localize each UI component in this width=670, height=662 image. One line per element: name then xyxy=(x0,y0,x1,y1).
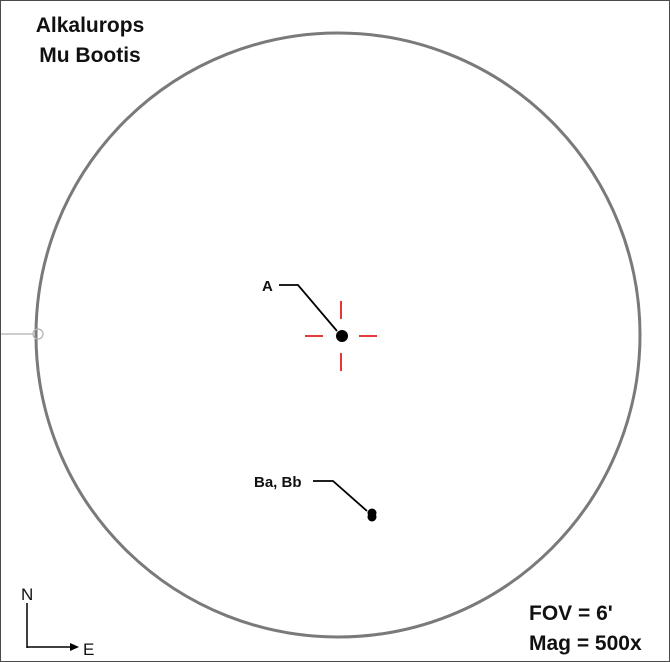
star-b-label: Ba, Bb xyxy=(254,474,302,491)
star-name: Alkalurops xyxy=(35,14,145,37)
compass: N E xyxy=(21,585,94,659)
compass-east-arrowhead xyxy=(70,643,79,651)
magnification-text: Mag = 500x xyxy=(529,632,642,655)
star-ba-bb xyxy=(367,508,377,522)
star-a xyxy=(336,330,348,342)
star-b-leader-line xyxy=(313,480,368,512)
compass-east-label: E xyxy=(83,640,94,659)
star-a-leader-line xyxy=(279,284,338,332)
fov-text: FOV = 6' xyxy=(529,602,613,625)
star-designation: Mu Bootis xyxy=(39,44,141,67)
compass-north-label: N xyxy=(21,585,33,604)
field-of-view-circle xyxy=(34,31,642,639)
chart-title: Alkalurops Mu Bootis xyxy=(15,11,165,71)
field-info: FOV = 6' Mag = 500x xyxy=(529,599,642,659)
edge-marker xyxy=(1,328,44,340)
star-a-label: A xyxy=(262,278,273,295)
crosshair-marker xyxy=(305,301,377,371)
